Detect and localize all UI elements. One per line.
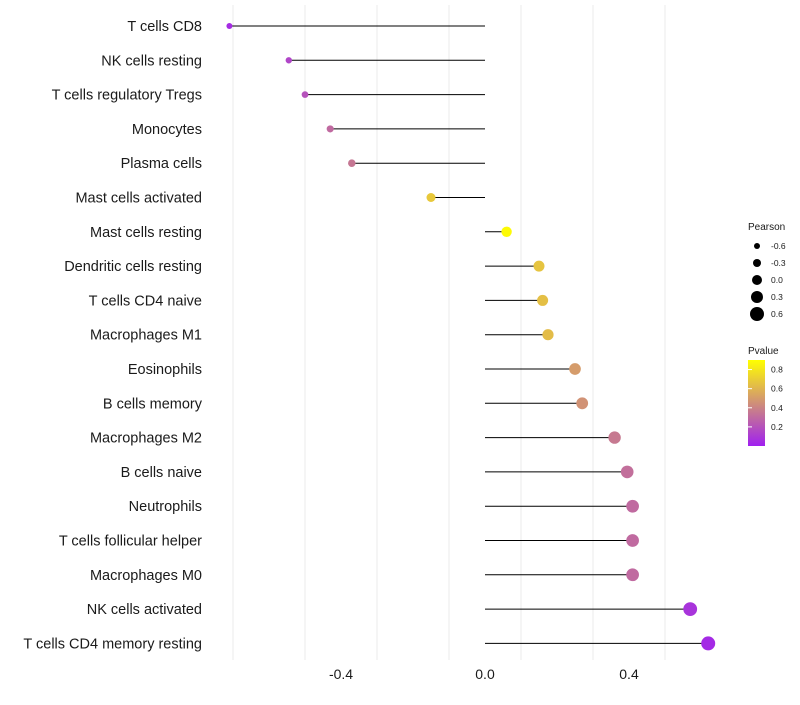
- y-category-label: T cells regulatory Tregs: [52, 88, 202, 104]
- pvalue-legend-title: Pvalue: [748, 346, 779, 357]
- y-category-label: NK cells activated: [87, 602, 202, 618]
- y-category-label: T cells CD4 naive: [89, 293, 202, 309]
- pearson-size-legend: Pearson -0.6 -0.3 0.0 0.3 0.6: [748, 222, 786, 321]
- y-category-label: T cells follicular helper: [59, 534, 202, 550]
- pearson-legend-title: Pearson: [748, 222, 785, 233]
- lollipop-point: [501, 226, 512, 237]
- pearson-legend-label: -0.6: [771, 241, 786, 251]
- y-category-label: B cells naive: [121, 465, 202, 481]
- lollipop-point: [626, 499, 639, 513]
- y-category-label: Monocytes: [132, 122, 202, 138]
- lollipop-point: [426, 193, 436, 202]
- y-category-label: T cells CD8: [127, 19, 202, 35]
- lollipop-point: [620, 465, 634, 479]
- pearson-legend-key: [752, 275, 762, 285]
- pvalue-legend-label: 0.6: [771, 384, 783, 394]
- lollipop-point: [301, 91, 309, 98]
- lollipop-point: [537, 294, 549, 306]
- y-axis-labels: T cells CD8 NK cells resting T cells regul…: [23, 19, 202, 652]
- x-axis-tick-labels: -0.4 0.0 0.4: [329, 666, 639, 682]
- y-category-label: Neutrophils: [129, 499, 202, 515]
- y-category-label: Macrophages M2: [90, 431, 202, 447]
- y-category-label: Plasma cells: [121, 156, 202, 172]
- pvalue-legend-label: 0.8: [771, 365, 783, 375]
- lollipop-point: [626, 568, 639, 582]
- lollipop-point: [626, 534, 639, 547]
- pearson-legend-key: [753, 259, 761, 267]
- lollipop-point: [569, 363, 581, 375]
- y-category-label: Eosinophils: [128, 362, 202, 378]
- lollipop-point: [348, 159, 356, 167]
- pearson-legend-label: 0.6: [771, 309, 783, 319]
- lollipop-point: [608, 431, 621, 444]
- pearson-legend-key: [754, 243, 760, 249]
- pearson-legend-key: [750, 307, 764, 321]
- lollipop-point: [326, 125, 334, 133]
- pvalue-colorbar: [748, 360, 765, 446]
- x-tick-label: 0.4: [619, 666, 639, 682]
- pearson-legend-label: 0.3: [771, 292, 783, 302]
- lollipop-point: [701, 636, 716, 651]
- pvalue-legend-label: 0.4: [771, 403, 783, 413]
- grid-lines: [232, 5, 666, 660]
- lollipop-stems: [229, 25, 709, 644]
- y-category-label: Dendritic cells resting: [64, 259, 202, 275]
- x-tick-label: -0.4: [329, 666, 353, 682]
- y-category-label: NK cells resting: [101, 53, 202, 69]
- lollipop-point: [533, 260, 545, 272]
- lollipop-point: [226, 23, 233, 29]
- y-category-label: Mast cells resting: [90, 225, 202, 241]
- lollipop-point: [285, 57, 292, 64]
- y-category-label: B cells memory: [103, 396, 203, 412]
- pearson-legend-label: 0.0: [771, 275, 783, 285]
- y-category-label: Mast cells activated: [75, 191, 202, 207]
- pearson-legend-label: -0.3: [771, 258, 786, 268]
- lollipop-points: [226, 23, 716, 651]
- x-tick-label: 0.0: [475, 666, 495, 682]
- pvalue-legend-label: 0.2: [771, 422, 783, 432]
- y-category-label: Macrophages M1: [90, 328, 202, 344]
- pvalue-color-legend: Pvalue 0.8 0.6 0.4 0.2: [748, 346, 783, 446]
- lollipop-point: [542, 329, 554, 341]
- lollipop-point: [576, 397, 589, 410]
- y-category-label: Macrophages M0: [90, 568, 202, 584]
- y-category-label: T cells CD4 memory resting: [23, 636, 202, 652]
- lollipop-point: [683, 602, 698, 616]
- pearson-legend-key: [751, 291, 763, 303]
